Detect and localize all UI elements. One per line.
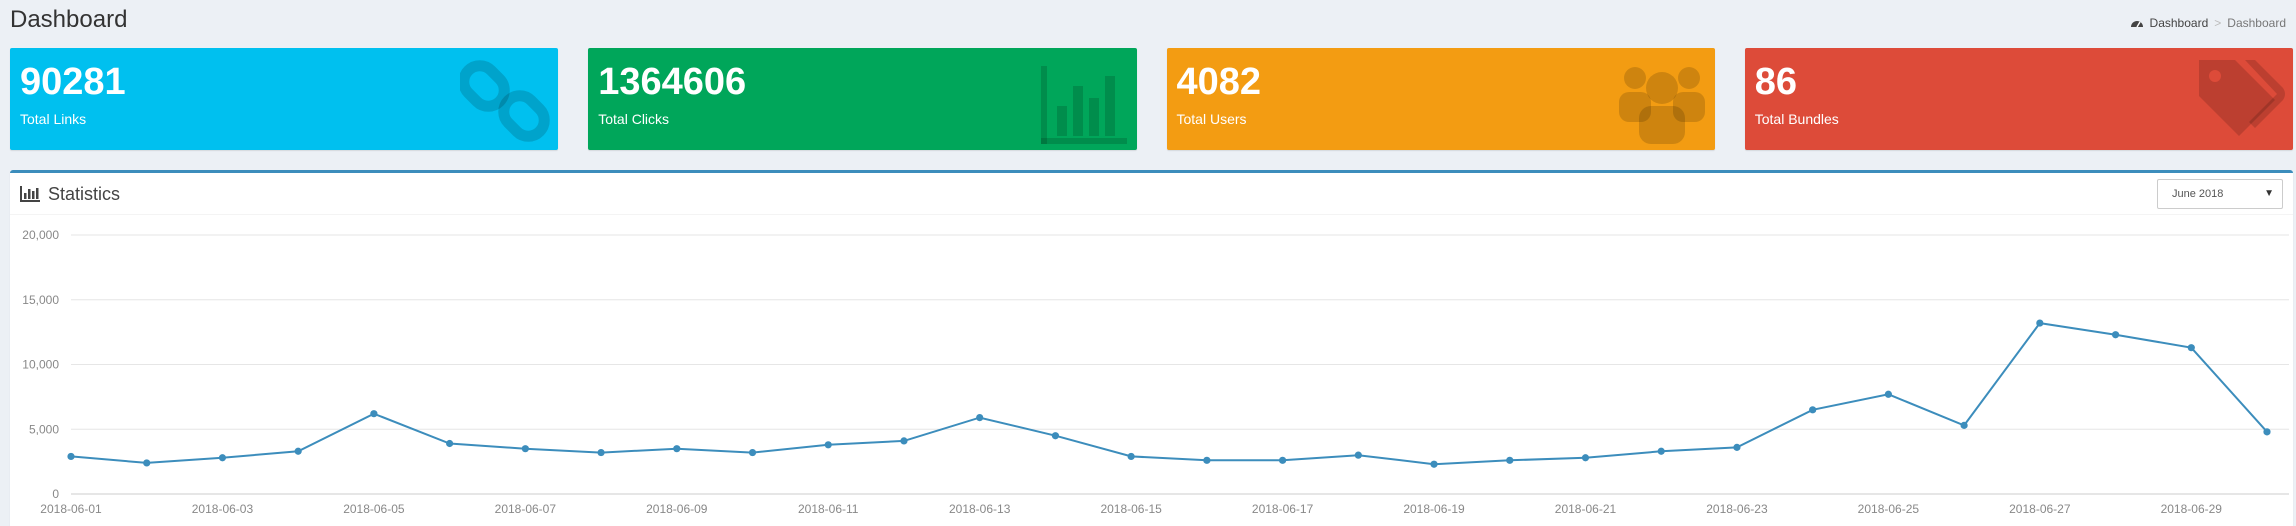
- total-clicks-value: 1364606: [598, 61, 747, 103]
- users-icon: [1618, 67, 1705, 144]
- data-point: [218, 454, 227, 462]
- total-links-value: 90281: [20, 61, 126, 103]
- statistics-chart: 0 5,000 10,000 15,000 20,000 2018-06-01 2018-0…: [10, 215, 2293, 526]
- x-tick-label: 2018-06-19: [1403, 502, 1465, 516]
- page-header: Dashboard Dashboard > Dashboard: [10, 6, 2286, 36]
- total-bundles-label: Total Bundles: [1754, 111, 1839, 127]
- x-tick-label: 2018-06-23: [1706, 502, 1768, 516]
- tags-icon: [2199, 60, 2285, 136]
- data-point: [748, 448, 757, 457]
- y-tick-label: 15,000: [22, 293, 59, 307]
- x-tick-label: 2018-06-01: [40, 502, 102, 516]
- bar-chart-icon: [1040, 66, 1127, 144]
- data-point: [1884, 390, 1892, 398]
- data-point: [597, 448, 605, 457]
- stat-boxes: 90281 Total Links 1364606 Total Clicks: [10, 48, 2293, 150]
- x-tick-label: 2018-06-11: [798, 502, 859, 516]
- data-point: [673, 445, 681, 453]
- total-users-label: Total Users: [1176, 111, 1247, 127]
- x-tick-label: 2018-06-21: [1555, 502, 1617, 516]
- total-bundles-box: 86 Total Bundles: [1744, 48, 2293, 150]
- statistics-panel: Statistics June 2018 ▼ 0 5,000 10,000 15,00…: [10, 170, 2293, 526]
- total-bundles-value: 86: [1754, 61, 1798, 103]
- series-line: [70, 322, 2268, 466]
- data-point: [900, 437, 908, 445]
- data-point: [1354, 451, 1362, 459]
- total-links-label: Total Links: [20, 111, 87, 127]
- data-point: [2111, 331, 2120, 339]
- total-clicks-label: Total Clicks: [598, 111, 670, 127]
- link-icon: [460, 60, 550, 142]
- data-point: [2263, 428, 2271, 436]
- data-point: [2036, 319, 2044, 327]
- x-tick-label: 2018-06-13: [949, 502, 1011, 516]
- data-point: [521, 445, 529, 453]
- line-chart: 0 5,000 10,000 15,000 20,000 2018-06-01 2018-0…: [22, 228, 2289, 516]
- total-users-box: 4082 Total Users: [1166, 48, 1715, 150]
- x-tick-label: 2018-06-05: [343, 502, 405, 516]
- x-tick-label: 2018-06-09: [646, 502, 708, 516]
- data-point: [1278, 456, 1287, 464]
- data-point: [1203, 456, 1211, 464]
- data-point: [294, 447, 302, 455]
- data-point: [143, 459, 151, 467]
- dashboard-icon: [2130, 21, 2143, 28]
- total-clicks-box: 1364606 Total Clicks: [588, 48, 1137, 150]
- total-links-box: 90281 Total Links: [10, 48, 559, 150]
- breadcrumb-home-link[interactable]: Dashboard: [2149, 16, 2209, 30]
- x-tick-label: 2018-06-07: [495, 502, 557, 516]
- y-tick-label: 10,000: [22, 358, 59, 372]
- data-point: [1051, 432, 1060, 440]
- bar-chart-icon: [20, 186, 40, 202]
- data-point: [67, 452, 75, 461]
- y-tick-label: 0: [52, 487, 59, 501]
- total-users-value: 4082: [1176, 61, 1262, 103]
- data-point: [1430, 460, 1438, 468]
- x-tick-label: 2018-06-29: [2161, 502, 2223, 516]
- month-select[interactable]: June 2018 ▼: [2157, 179, 2283, 209]
- statistics-title: Statistics: [48, 184, 121, 204]
- breadcrumb-separator: >: [2214, 16, 2222, 30]
- data-point: [1127, 452, 1135, 461]
- statistics-header: Statistics June 2018 ▼: [10, 173, 2293, 215]
- x-tick-label: 2018-06-03: [192, 502, 254, 516]
- x-tick-label: 2018-06-15: [1100, 502, 1162, 516]
- data-point: [976, 413, 984, 422]
- month-select-value: June 2018: [2172, 188, 2224, 200]
- y-tick-label: 20,000: [22, 228, 59, 242]
- data-point: [1657, 447, 1665, 455]
- page-title: Dashboard: [10, 6, 128, 33]
- breadcrumb: Dashboard > Dashboard: [2130, 16, 2286, 30]
- data-point: [1581, 454, 1590, 462]
- x-tick-label: 2018-06-17: [1252, 502, 1314, 516]
- data-point: [824, 441, 832, 449]
- data-point: [2187, 344, 2195, 352]
- data-point: [1733, 443, 1741, 451]
- data-point: [446, 439, 454, 448]
- breadcrumb-current: Dashboard: [2227, 16, 2286, 30]
- data-point: [1809, 406, 1817, 414]
- x-tick-label: 2018-06-25: [1858, 502, 1920, 516]
- caret-down-icon: ▼: [2264, 188, 2274, 199]
- data-point: [370, 410, 378, 418]
- x-tick-label: 2018-06-27: [2009, 502, 2071, 516]
- y-tick-label: 5,000: [29, 422, 59, 436]
- data-point: [1506, 456, 1514, 464]
- data-point: [1960, 421, 1968, 429]
